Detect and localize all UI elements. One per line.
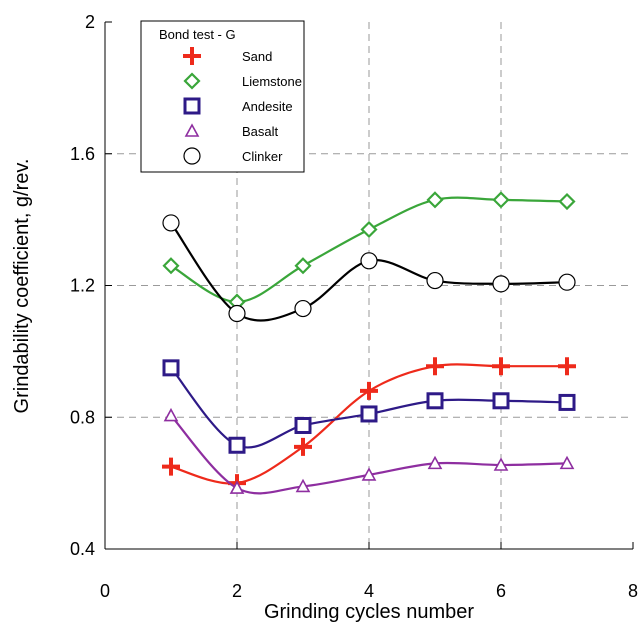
- data-point-basalt: [295, 478, 311, 493]
- data-point-andesite: [558, 393, 576, 411]
- data-point-andesite: [294, 416, 312, 434]
- legend-marker-basalt: [184, 123, 200, 137]
- data-point-liemstone: [558, 192, 576, 211]
- data-point-clinker: [360, 252, 378, 270]
- data-point-sand: [360, 381, 378, 400]
- series-liemstone: [162, 191, 576, 311]
- legend-title: Bond test - G: [159, 27, 236, 42]
- y-tick-label: 1.6: [70, 144, 95, 164]
- data-point-clinker: [492, 275, 510, 293]
- series-clinker: [162, 214, 576, 323]
- x-tick-label: 0: [100, 581, 110, 601]
- data-point-andesite: [162, 359, 180, 377]
- data-point-basalt: [559, 455, 575, 470]
- legend-marker-clinker: [183, 147, 201, 165]
- data-point-liemstone: [294, 257, 312, 275]
- data-point-basalt: [493, 457, 509, 471]
- data-point-clinker: [228, 304, 246, 323]
- data-point-sand: [294, 437, 312, 456]
- y-tick-label: 0.4: [70, 539, 95, 559]
- data-point-clinker: [294, 299, 312, 318]
- x-tick-label: 2: [232, 581, 242, 601]
- legend-marker-andesite: [183, 97, 201, 115]
- y-tick-label: 1.2: [70, 276, 95, 296]
- x-tick-label: 4: [364, 581, 374, 601]
- legend-item-andesite: Andesite: [183, 97, 293, 115]
- data-point-basalt: [163, 407, 179, 422]
- legend-marker-sand: [183, 47, 201, 65]
- data-point-sand: [426, 357, 444, 376]
- legend: Bond test - G Sand Liemstone Andesite Basal…: [140, 20, 305, 173]
- series-basalt: [163, 407, 575, 495]
- data-point-liemstone: [492, 191, 510, 209]
- legend-item-liemstone: Liemstone: [183, 72, 302, 90]
- legend-label-basalt: Basalt: [242, 124, 279, 139]
- data-point-basalt: [229, 480, 245, 494]
- data-point-sand: [558, 357, 576, 376]
- data-point-liemstone: [162, 257, 180, 275]
- legend-marker-liemstone: [183, 72, 201, 90]
- data-point-basalt: [427, 455, 443, 470]
- legend-item-sand: Sand: [183, 47, 272, 65]
- data-point-clinker: [162, 214, 180, 232]
- data-point-sand: [162, 457, 180, 476]
- legend-item-clinker: Clinker: [183, 147, 283, 165]
- data-point-liemstone: [360, 220, 378, 239]
- legend-box: [140, 20, 305, 173]
- legend-item-basalt: Basalt: [184, 123, 279, 139]
- x-tick-label: 8: [628, 581, 638, 601]
- y-tick-label: 2: [85, 12, 95, 32]
- data-point-sand: [492, 357, 510, 376]
- y-tick-label: 0.8: [70, 407, 95, 427]
- x-axis-label: Grinding cycles number: [264, 601, 474, 623]
- data-point-clinker: [558, 273, 576, 291]
- legend-label-andesite: Andesite: [242, 99, 293, 114]
- axes: [104, 21, 634, 550]
- data-point-clinker: [426, 271, 444, 290]
- data-point-liemstone: [426, 191, 444, 209]
- y-axis-label: Grindability coefficient, g/rev.: [11, 159, 33, 414]
- data-point-andesite: [492, 392, 510, 410]
- legend-label-liemstone: Liemstone: [242, 74, 302, 89]
- x-tick-label: 6: [496, 581, 506, 601]
- series-andesite: [162, 359, 576, 454]
- data-point-andesite: [426, 392, 444, 410]
- data-point-andesite: [360, 405, 378, 423]
- legend-label-sand: Sand: [242, 49, 272, 64]
- data-point-basalt: [361, 467, 377, 481]
- legend-items: Sand Liemstone Andesite Basalt Clinker: [183, 47, 302, 165]
- tick-labels: 0 2 4 6 8 0.4 0.8 1.2 1.6 2: [70, 12, 638, 601]
- legend-label-clinker: Clinker: [242, 149, 283, 164]
- data-point-andesite: [228, 436, 246, 454]
- series-layer: [162, 191, 576, 495]
